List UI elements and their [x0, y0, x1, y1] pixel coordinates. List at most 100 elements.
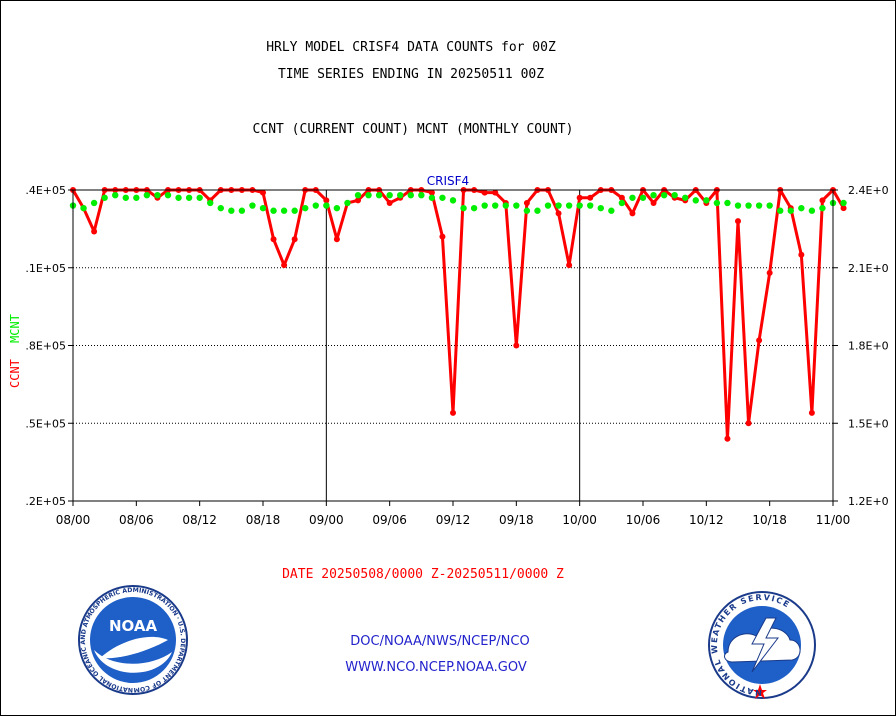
mcnt-point [840, 199, 847, 207]
mcnt-point [228, 207, 235, 214]
mcnt-point [280, 207, 288, 214]
mcnt-point [238, 207, 246, 214]
ccnt-point [333, 236, 340, 243]
mcnt-point [513, 202, 520, 209]
noaa-logo-text: NOAA [109, 617, 158, 635]
mcnt-point [502, 202, 509, 209]
x-tick-label: 11/00 [816, 513, 851, 527]
x-tick-label: 10/00 [562, 513, 597, 527]
chart-title: CRISF4 [427, 174, 469, 188]
ccnt-point [450, 409, 456, 416]
ccnt-point [555, 210, 562, 217]
mcnt-point [312, 202, 319, 209]
y-left-tick-label: .8E+05 [25, 340, 66, 353]
x-tick-label: 09/06 [372, 513, 407, 527]
ccnt-point [756, 337, 763, 344]
mcnt-point [344, 199, 351, 207]
ccnt-point [587, 194, 594, 201]
mcnt-point [587, 202, 594, 209]
mcnt-point [397, 191, 404, 199]
ccnt-point [735, 218, 741, 225]
y-left-tick-label: .4E+05 [25, 184, 66, 197]
mcnt-point [819, 204, 826, 212]
mcnt-point [470, 204, 478, 212]
mcnt-point [639, 194, 647, 201]
mcnt-point [112, 191, 119, 199]
ylabel-ccnt: CCNT [8, 359, 22, 388]
ccnt-point [428, 189, 435, 196]
ccnt-point [724, 435, 731, 442]
ccnt-point [291, 236, 298, 243]
org-text: DOC/NOAA/NWS/NCEP/NCO [350, 634, 529, 649]
ccnt-point [650, 199, 657, 206]
url-link[interactable]: WWW.NCO.NCEP.NOAA.GOV [345, 660, 527, 675]
x-tick-label: 10/12 [689, 513, 724, 527]
mcnt-point [523, 207, 531, 214]
mcnt-point [90, 199, 98, 207]
ccnt-point [492, 189, 499, 196]
mcnt-point [597, 204, 604, 212]
mcnt-point [618, 199, 626, 207]
ccnt-point [618, 194, 625, 201]
ccnt-point [481, 189, 488, 196]
x-tick-label: 09/12 [436, 513, 471, 527]
mcnt-point [534, 207, 541, 214]
mcnt-point [143, 191, 151, 199]
mcnt-point [354, 191, 362, 199]
ccnt-point [566, 262, 573, 269]
ccnt-point [513, 342, 520, 349]
mcnt-point [608, 207, 615, 214]
axis-layer: .4E+05 2.4E+0 .1E+05 2.1E+0 .8E+05 1.8E+0 .5E+… [25, 184, 888, 527]
y-left-tick-label: .1E+05 [25, 262, 66, 275]
mcnt-point [703, 197, 710, 204]
ccnt-point [808, 409, 815, 416]
mcnt-point [164, 191, 172, 199]
ccnt-point [281, 262, 288, 269]
x-tick-label: 10/06 [626, 513, 661, 527]
mcnt-point [249, 202, 256, 209]
mcnt-point [460, 204, 467, 212]
y-right-tick-label: 1.2E+0 [848, 495, 889, 508]
mcnt-point [745, 202, 752, 209]
mcnt-point [196, 194, 203, 201]
plot-border [72, 189, 834, 502]
mcnt-point [386, 191, 393, 199]
mcnt-point [291, 207, 298, 214]
mcnt-point [259, 204, 267, 212]
header-line-2: TIME SERIES ENDING IN 20250511 00Z [278, 67, 544, 82]
mcnt-point [302, 204, 309, 212]
mcnt-point [692, 197, 699, 204]
x-tick-label: 08/12 [182, 513, 217, 527]
date-range: DATE 20250508/0000 Z-20250511/0000 Z [282, 567, 564, 582]
series-layer [69, 187, 847, 442]
mcnt-point [175, 194, 182, 201]
mcnt-point [787, 207, 794, 214]
ccnt-point [840, 205, 847, 212]
mcnt-point [734, 202, 742, 209]
ccnt-point [798, 251, 805, 258]
mcnt-point [439, 194, 446, 201]
y-right-tick-label: 1.8E+0 [848, 340, 889, 353]
header-line-3: CCNT (CURRENT COUNT) MCNT (MONTHLY COUNT… [253, 122, 574, 137]
mcnt-point [544, 202, 552, 209]
ccnt-point [386, 199, 393, 206]
y-left-tick-label: .2E+05 [25, 495, 66, 508]
ccnt-point [819, 197, 826, 204]
mcnt-point [375, 191, 383, 199]
header-line-1: HRLY MODEL CRISF4 DATA COUNTS for 00Z [266, 40, 556, 55]
mcnt-point [650, 191, 657, 199]
mcnt-point [101, 194, 108, 201]
mcnt-point [481, 202, 488, 209]
y-left-tick-label: .5E+05 [25, 417, 66, 430]
y-right-tick-label: 2.1E+0 [848, 262, 889, 275]
ccnt-point [576, 194, 583, 201]
ccnt-point [439, 233, 446, 240]
mcnt-point [133, 194, 140, 201]
mcnt-point [682, 194, 689, 201]
mcnt-point [80, 204, 87, 212]
ccnt-point [766, 269, 773, 276]
ccnt-point [629, 210, 636, 217]
x-tick-label: 10/18 [752, 513, 787, 527]
ccnt-point [745, 420, 752, 427]
mcnt-point [449, 197, 457, 204]
